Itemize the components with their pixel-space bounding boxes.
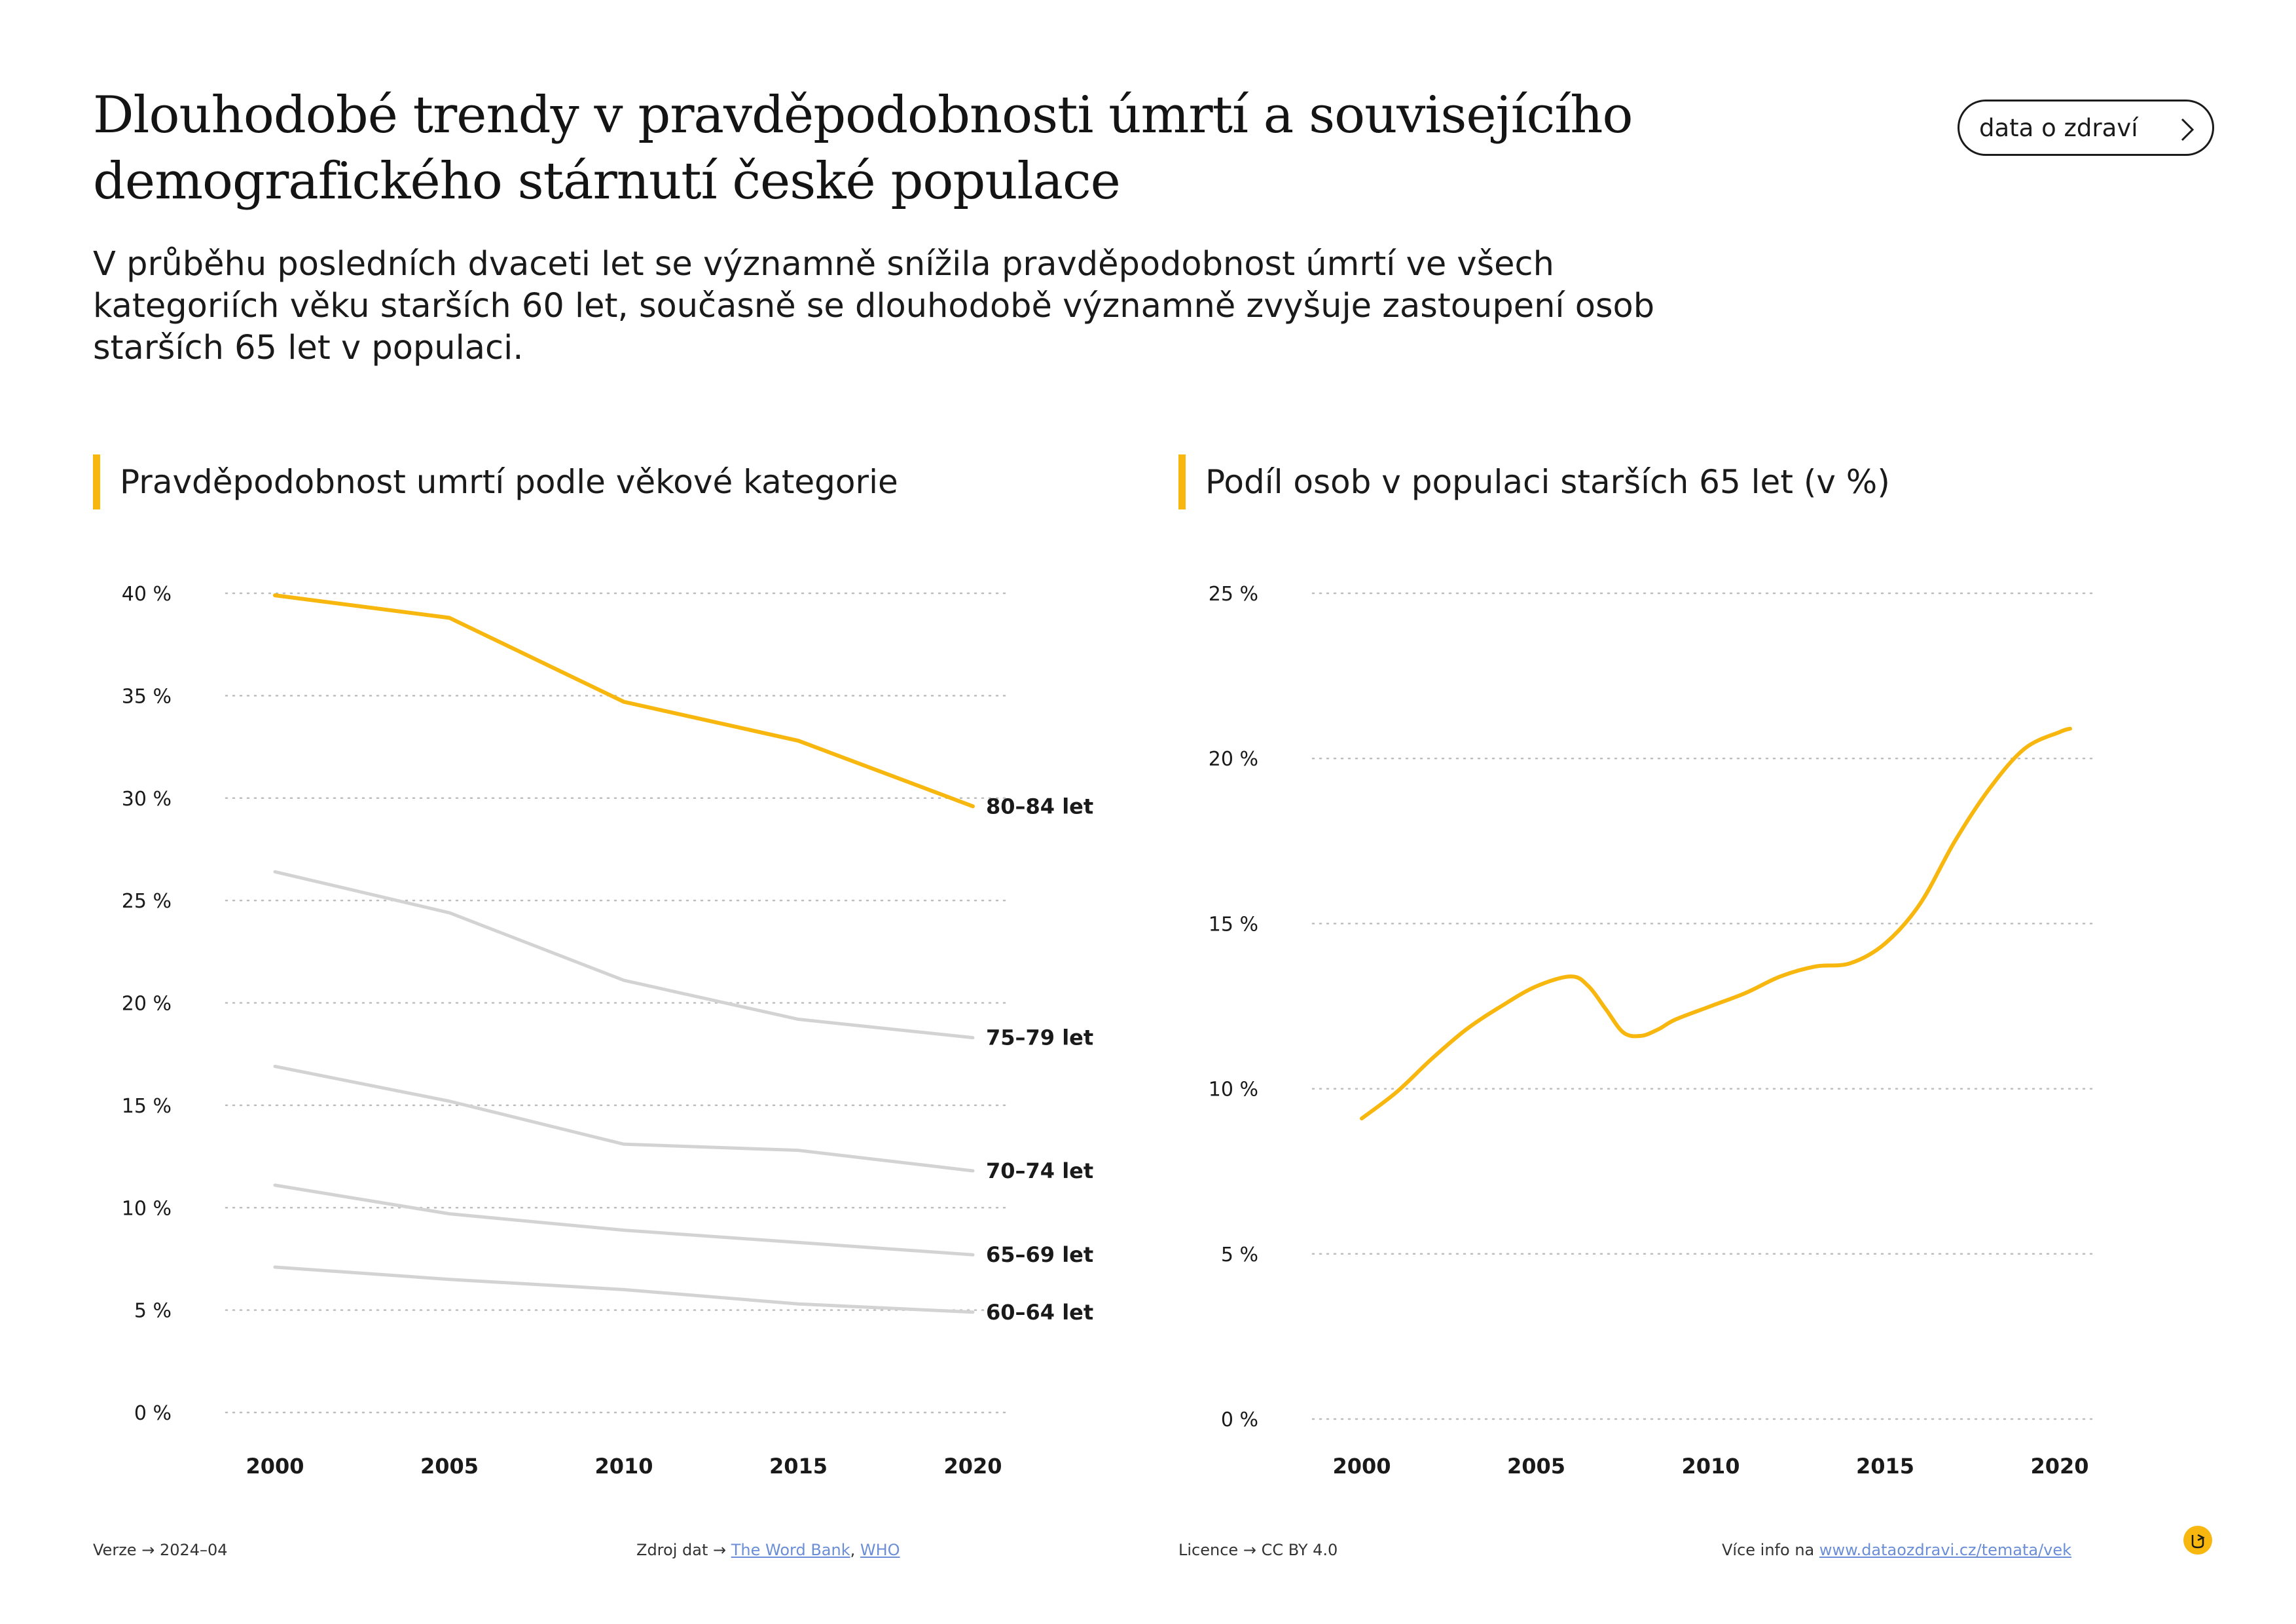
chevron-right-icon <box>2181 118 2195 141</box>
x-tick-label: 2015 <box>1856 1454 1914 1479</box>
y-tick-label: 40 % <box>122 583 172 606</box>
y-tick-label: 5 % <box>134 1300 172 1323</box>
page-title: Dlouhodobé trendy v pravděpodobnosti úmr… <box>93 86 1633 211</box>
data-o-zdravi-label: data o zdraví <box>1979 113 2138 142</box>
y-tick-label: 10 % <box>122 1197 172 1220</box>
series-line <box>273 870 975 1040</box>
footer-source: Zdroj dat → The Word Bank, WHO <box>636 1541 900 1559</box>
y-tick-label: 25 % <box>122 890 172 913</box>
y-tick-label: 35 % <box>122 685 172 708</box>
y-tick-label: 25 % <box>1209 583 1258 606</box>
chart1-title: Pravděpodobnost umrtí podle věkové kateg… <box>120 463 898 501</box>
y-tick-label: 20 % <box>1209 748 1258 771</box>
x-tick-label: 2005 <box>1507 1454 1565 1479</box>
logo-icon <box>2191 1534 2205 1549</box>
series-label: 75–79 let <box>986 1025 1093 1050</box>
page-subtitle: V průběhu posledních dvaceti let se význ… <box>93 245 1655 367</box>
footer-license: Licence → CC BY 4.0 <box>1178 1541 1338 1559</box>
series-label: 70–74 let <box>986 1158 1093 1183</box>
y-tick-label: 5 % <box>1221 1244 1258 1266</box>
more-info-link[interactable]: www.dataozdravi.cz/temata/vek <box>1819 1541 2072 1559</box>
y-tick-label: 0 % <box>134 1402 172 1425</box>
series-label: 60–64 let <box>986 1300 1093 1325</box>
series-line <box>273 1183 975 1257</box>
x-tick-label: 2015 <box>769 1454 828 1479</box>
brand-logo <box>2183 1526 2212 1555</box>
x-tick-label: 2010 <box>1681 1454 1740 1479</box>
mortality-chart: 0 % 5 % 10 % 15 % 20 % 25 % 30 % 35 % 40 % 2000 20… <box>122 583 1093 1479</box>
series-label: 80–84 let <box>986 794 1093 819</box>
source-link-worldbank[interactable]: The Word Bank <box>731 1541 850 1559</box>
series-line <box>273 1064 975 1173</box>
chart2-heading: Podíl osob v populaci starších 65 let (v… <box>1178 454 1890 509</box>
y-tick-label: 15 % <box>122 1095 172 1118</box>
source-link-who[interactable]: WHO <box>860 1541 900 1559</box>
chart1-heading: Pravděpodobnost umrtí podle věkové kateg… <box>93 454 898 509</box>
series-line <box>273 1265 975 1314</box>
chart2-title: Podíl osob v populaci starších 65 let (v… <box>1205 463 1890 501</box>
y-tick-label: 0 % <box>1221 1409 1258 1431</box>
x-tick-label: 2010 <box>594 1454 653 1479</box>
footer-version: Verze → 2024–04 <box>93 1541 228 1559</box>
series-line <box>273 593 975 809</box>
y-tick-label: 30 % <box>122 788 172 811</box>
x-tick-label: 2000 <box>1332 1454 1391 1479</box>
x-tick-label: 2020 <box>943 1454 1002 1479</box>
chart2-accent-bar <box>1178 454 1186 509</box>
x-tick-label: 2000 <box>246 1454 304 1479</box>
data-o-zdravi-button[interactable]: data o zdraví <box>1958 100 2214 156</box>
series-label: 65–69 let <box>986 1242 1093 1267</box>
y-tick-label: 15 % <box>1209 913 1258 936</box>
chart1-accent-bar <box>93 454 100 509</box>
x-tick-label: 2020 <box>2030 1454 2088 1479</box>
y-tick-label: 10 % <box>1209 1079 1258 1101</box>
footer-more-info: Více info na www.dataozdravi.cz/temata/v… <box>1722 1541 2072 1559</box>
x-tick-label: 2005 <box>420 1454 479 1479</box>
population-share-chart: 0 % 5 % 10 % 15 % 20 % 25 % 2000 2005 2010 2015 20… <box>1209 583 2095 1479</box>
y-tick-label: 20 % <box>122 993 172 1016</box>
series-line <box>1360 726 2072 1120</box>
